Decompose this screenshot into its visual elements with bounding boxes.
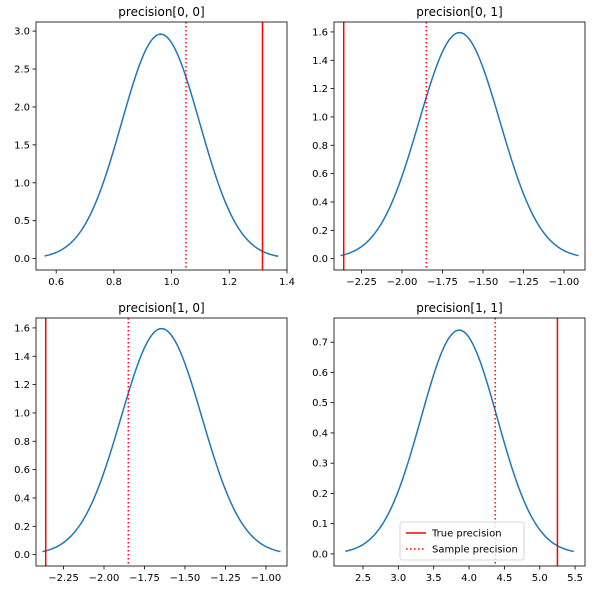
axes-frame [35,21,288,271]
x-tick-label: −1.75 [427,277,458,288]
density-curve [44,33,279,258]
y-tick-label: 1.6 [312,27,328,38]
density-curve [345,329,574,553]
y-tick-label: 1.4 [14,352,30,363]
y-tick-label: 1.2 [312,84,328,95]
y-tick-label: 0.2 [14,522,30,533]
y-tick-label: 2.5 [14,65,30,76]
x-tick-label: 3.0 [390,573,406,584]
x-tick-label: 1.4 [279,277,295,288]
subplot-1: −2.25 −2.00 −1.75 −1.50 −1.25 −1.00 0.0 0.2 0.4 0… [312,5,586,288]
axes-frame [333,317,586,567]
y-tick-label: 1.5 [14,140,30,151]
y-tick-label: 1.2 [14,380,30,391]
y-tick-label: 3.0 [14,27,30,38]
x-tick-label: −1.25 [508,277,539,288]
y-tick-label: 0.2 [312,489,328,500]
y-tick-label: 0.1 [312,519,328,530]
y-tick-label: 0.6 [312,368,328,379]
y-tick-label: 0.0 [312,549,328,560]
legend: True precision Sample precision [399,521,525,561]
y-tick-label: 0.4 [312,428,328,439]
x-tick-label: 0.6 [48,277,64,288]
y-tick-label: 0.5 [14,216,30,227]
y-tick-label: 0.3 [312,459,328,470]
x-tick-label: −2.25 [346,277,377,288]
y-tick-label: 0.7 [312,338,328,349]
x-tick-label: 0.8 [106,277,122,288]
subplot-0: 0.6 0.8 1.0 1.2 1.4 0.0 0.5 1.0 1.5 2.0 2.5 3.0 prec… [14,5,295,288]
y-tick-label: 0.0 [14,254,30,265]
y-tick-label: 0.0 [312,254,328,265]
subplot-3: 2.5 3.0 3.5 4.0 4.5 5.0 5.5 0.0 0.1 0.2 0.3 0.4 0.5 0… [312,301,586,584]
x-tick-label: −1.00 [549,277,580,288]
x-tick-label: −2.25 [48,573,79,584]
axes-frame [35,317,288,567]
y-tick-label: 0.5 [312,398,328,409]
y-tick-label: 0.4 [312,197,328,208]
x-tick-label: −1.00 [251,573,282,584]
density-curve [340,31,579,257]
y-tick-label: 0.6 [312,169,328,180]
y-tick-label: 0.8 [14,437,30,448]
x-tick-label: 1.0 [164,277,180,288]
x-tick-label: 1.2 [221,277,237,288]
subplot-title: precision[1, 0] [118,301,204,315]
y-tick-label: 2.0 [14,102,30,113]
y-tick-label: 1.0 [14,178,30,189]
y-tick-label: 0.4 [14,493,30,504]
y-tick-label: 1.0 [14,408,30,419]
x-tick-label: 3.5 [426,573,442,584]
legend-label: True precision [431,529,502,540]
x-tick-label: −1.50 [468,277,499,288]
subplot-title: precision[1, 1] [416,301,502,315]
y-tick-label: 0.2 [312,226,328,237]
legend-box [399,521,525,561]
x-tick-label: 5.0 [532,573,548,584]
y-tick-label: 1.0 [312,112,328,123]
y-tick-label: 1.4 [312,56,328,67]
x-tick-label: −1.75 [129,573,160,584]
axes-frame [333,21,586,271]
x-tick-label: 5.5 [567,573,583,584]
density-curve [42,327,281,553]
x-tick-label: −1.50 [170,573,201,584]
subplot-title: precision[0, 1] [416,5,502,19]
x-tick-label: −2.00 [387,277,418,288]
y-tick-label: 0.6 [14,465,30,476]
y-tick-label: 0.8 [312,141,328,152]
x-tick-label: 4.5 [496,573,512,584]
y-tick-label: 0.0 [14,550,30,561]
x-tick-label: −2.00 [89,573,120,584]
y-tick-label: 1.6 [14,323,30,334]
x-tick-label: 2.5 [355,573,371,584]
x-tick-label: −1.25 [210,573,241,584]
legend-label: Sample precision [432,545,518,556]
subplot-2: −2.25 −2.00 −1.75 −1.50 −1.25 −1.00 0.0 0.2 0.4 0… [14,301,288,584]
subplot-title: precision[0, 0] [118,5,204,19]
x-tick-label: 4.0 [461,573,477,584]
